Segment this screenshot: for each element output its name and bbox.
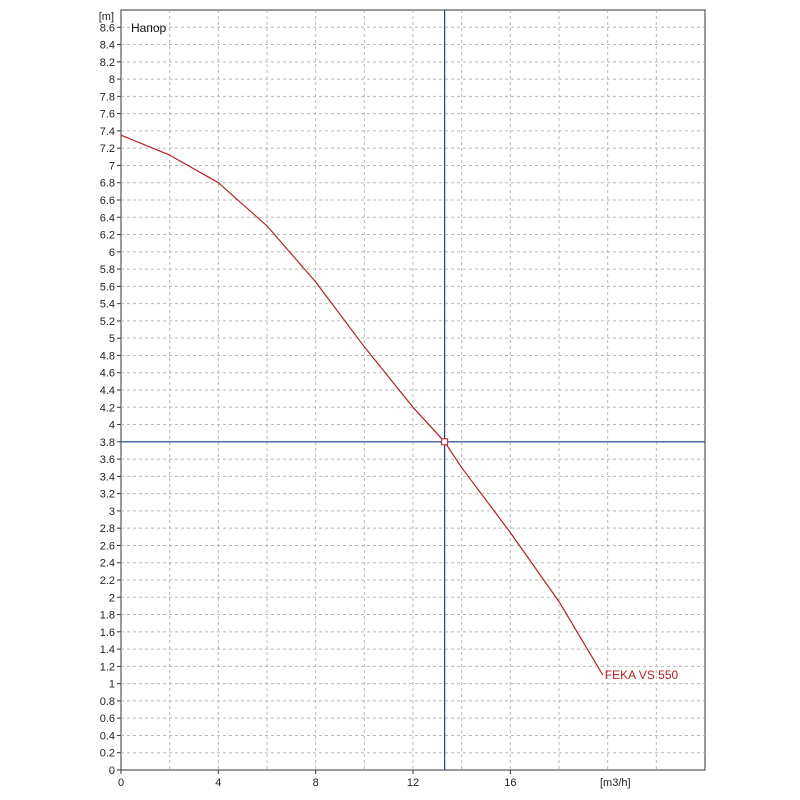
series-line: [120, 134, 604, 676]
y-tick-label: 2.8: [100, 523, 115, 535]
y-tick-label: 2.4: [100, 558, 115, 570]
y-tick-label: 2.6: [100, 540, 115, 552]
chart-title: Напор: [131, 21, 167, 35]
x-axis-unit: [m3/h]: [600, 777, 631, 789]
y-tick-label: 4.2: [100, 402, 115, 414]
y-tick-label: 5: [109, 333, 115, 345]
series-label: FEKA VS 550: [605, 668, 679, 682]
y-tick-label: 7: [109, 160, 115, 172]
y-tick-label: 6.2: [100, 230, 115, 242]
y-tick-label: 6: [109, 247, 115, 259]
y-tick-label: 7.2: [100, 143, 115, 155]
y-tick-label: 2.2: [100, 575, 115, 587]
y-tick-label: 6.6: [100, 195, 115, 207]
x-tick-label: 4: [215, 777, 221, 789]
y-tick-label: 0.4: [100, 730, 115, 742]
y-tick-label: 8: [109, 74, 115, 86]
x-tick-label: 16: [504, 777, 516, 789]
series-layer: FEKA VS 550: [120, 134, 679, 682]
y-tick-label: 8.4: [100, 40, 115, 52]
y-tick-label: 0: [109, 765, 115, 777]
y-tick-label: 8.2: [100, 57, 115, 69]
y-tick-label: 7.8: [100, 91, 115, 103]
y-tick-label: 7.6: [100, 109, 115, 121]
operating-point-marker[interactable]: [441, 438, 449, 446]
x-tick-label: 12: [407, 777, 419, 789]
y-tick-label: 0.2: [100, 748, 115, 760]
y-tick-label: 7.4: [100, 126, 115, 138]
y-tick-label: 5.6: [100, 281, 115, 293]
y-axis-unit: [m]: [99, 11, 114, 23]
x-tick-label: 0: [118, 777, 124, 789]
y-tick-label: 2: [109, 592, 115, 604]
y-tick-label: 4.8: [100, 350, 115, 362]
y-tick-label: 6.8: [100, 178, 115, 190]
horizontal-gridlines: [121, 26, 705, 754]
x-tick-label: 8: [313, 777, 319, 789]
y-tick-label: 1.4: [100, 644, 115, 656]
y-tick-label: 6.4: [100, 212, 115, 224]
y-tick-label: 3.2: [100, 489, 115, 501]
y-tick-label: 3.6: [100, 454, 115, 466]
y-tick-label: 5.4: [100, 299, 115, 311]
y-tick-label: 0.8: [100, 696, 115, 708]
y-tick-label: 5.8: [100, 264, 115, 276]
y-tick-label: 1: [109, 679, 115, 691]
y-tick-label: 1.8: [100, 610, 115, 622]
y-tick-label: 1.2: [100, 661, 115, 673]
x-axis-ticks: 0 4 8 12 16: [118, 770, 516, 789]
y-tick-label: 3: [109, 506, 115, 518]
y-tick-label: 5.2: [100, 316, 115, 328]
crosshair-layer: [121, 10, 705, 770]
y-tick-label: 1.6: [100, 627, 115, 639]
y-tick-label: 4: [109, 420, 115, 432]
y-tick-label: 3.4: [100, 471, 115, 483]
y-tick-label: 4.4: [100, 385, 115, 397]
y-tick-label: 3.8: [100, 437, 115, 449]
y-axis-ticks: 0 0.2 0.4 0.6 0.8 1 1.2 1.4 1.6 1.8 2 2.2 2.4 2.6 2.8 3…: [100, 22, 121, 777]
y-tick-label: 4.6: [100, 368, 115, 380]
y-tick-label: 8.6: [100, 22, 115, 34]
y-tick-label: 0.6: [100, 713, 115, 725]
